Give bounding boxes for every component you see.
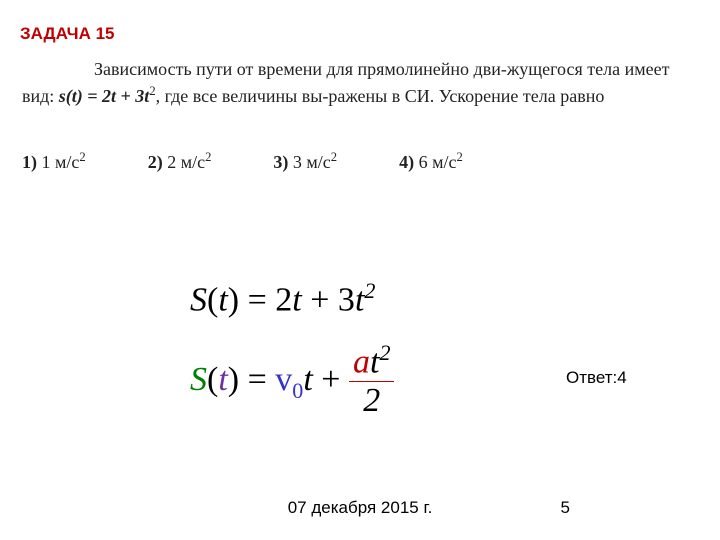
eq2-plus: +	[313, 361, 349, 398]
task-title: ЗАДАЧА 15	[20, 24, 115, 44]
equation-1: S(t) = 2t + 3t2	[190, 278, 375, 319]
equation-2: S(t) = v0t + at22	[190, 344, 394, 420]
eq1-eq: = 2	[239, 281, 292, 318]
eq1-t-paren: t	[218, 281, 227, 318]
problem-part-2: , где все величины вы-ражены в СИ. Ускор…	[156, 86, 605, 106]
footer-date: 07 декабря 2015 г.	[0, 498, 720, 518]
option-4: 4) 6 м/с2	[399, 150, 463, 173]
eq1-sq: 2	[364, 278, 375, 303]
problem-formula: s(t) = 2t + 3t	[59, 86, 150, 106]
answer-label: Ответ:4	[566, 368, 627, 388]
eq1-S: S	[190, 281, 207, 318]
answer-options: 1) 1 м/с2 2) 2 м/с2 3) 3 м/с2 4) 6 м/с2	[22, 150, 698, 173]
page-number: 5	[561, 498, 570, 518]
eq2-eq: =	[239, 361, 275, 398]
option-2: 2) 2 м/с2	[148, 150, 212, 173]
eq2-zero: 0	[292, 378, 303, 403]
option-3: 3) 3 м/с2	[273, 150, 337, 173]
eq2-v: v	[275, 361, 292, 398]
eq2-t-paren: t	[218, 361, 227, 398]
option-1: 1) 1 м/с2	[22, 150, 86, 173]
eq2-S: S	[190, 361, 207, 398]
eq1-plus: + 3	[302, 281, 355, 318]
eq1-t2: t	[355, 281, 364, 318]
eq1-t1: t	[292, 281, 301, 318]
eq2-fraction: at22	[349, 342, 395, 418]
problem-text: Зависимость пути от времени для прямолин…	[22, 56, 698, 109]
eq2-t1: t	[303, 361, 312, 398]
